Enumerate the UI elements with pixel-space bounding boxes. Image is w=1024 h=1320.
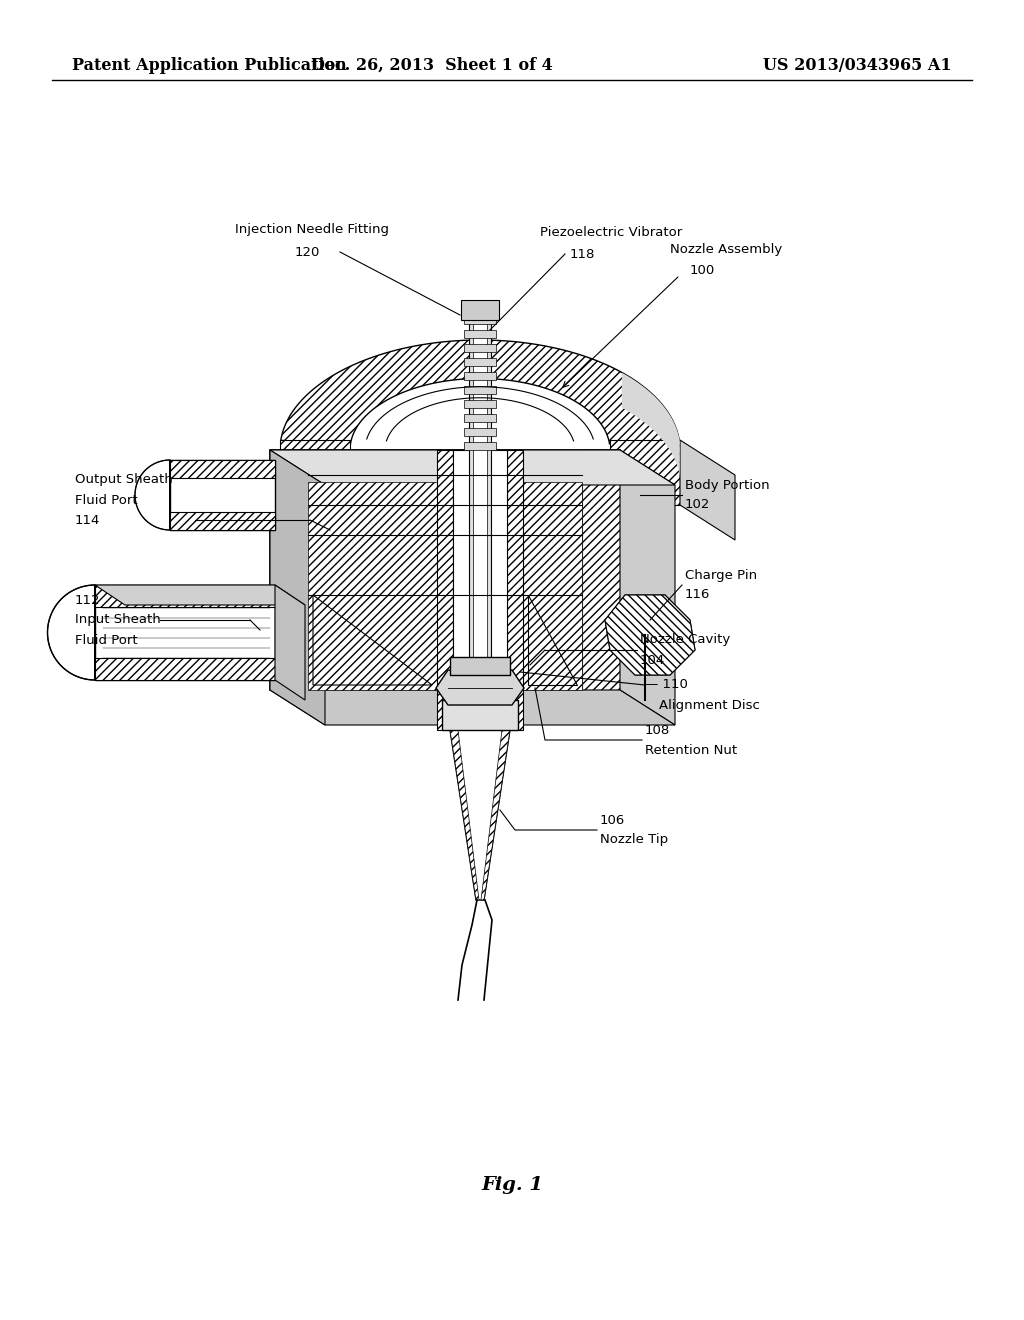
Polygon shape	[469, 310, 490, 700]
Text: 104: 104	[640, 653, 666, 667]
Polygon shape	[437, 450, 453, 730]
Text: — 110: — 110	[645, 678, 688, 692]
Text: Body Portion: Body Portion	[685, 479, 770, 491]
Polygon shape	[473, 310, 487, 700]
Polygon shape	[453, 450, 507, 730]
Text: Nozzle Tip: Nozzle Tip	[600, 833, 668, 846]
Polygon shape	[481, 730, 510, 900]
Polygon shape	[464, 330, 496, 338]
Text: 116: 116	[685, 589, 711, 602]
Text: 102: 102	[685, 499, 711, 511]
Text: Patent Application Publication: Patent Application Publication	[72, 57, 347, 74]
Polygon shape	[95, 585, 275, 607]
Polygon shape	[464, 385, 496, 393]
Polygon shape	[281, 341, 679, 444]
Polygon shape	[95, 585, 305, 605]
Polygon shape	[450, 657, 510, 675]
Text: Nozzle Assembly: Nozzle Assembly	[670, 243, 782, 256]
Polygon shape	[270, 450, 325, 725]
Polygon shape	[95, 585, 275, 680]
Polygon shape	[450, 730, 479, 900]
Polygon shape	[680, 440, 735, 540]
Polygon shape	[464, 315, 496, 323]
Polygon shape	[450, 730, 510, 900]
Polygon shape	[270, 450, 308, 690]
Polygon shape	[170, 459, 275, 478]
Text: Fig. 1: Fig. 1	[481, 1176, 543, 1195]
Polygon shape	[47, 585, 95, 680]
Polygon shape	[436, 671, 524, 705]
Text: Retention Nut: Retention Nut	[645, 743, 737, 756]
Polygon shape	[270, 450, 620, 482]
Text: 100: 100	[690, 264, 715, 276]
Polygon shape	[95, 657, 275, 680]
Text: Fluid Port: Fluid Port	[75, 634, 137, 647]
Polygon shape	[464, 358, 496, 366]
Polygon shape	[313, 595, 432, 685]
Text: 120: 120	[295, 246, 321, 259]
Polygon shape	[275, 585, 305, 700]
Text: 118: 118	[570, 248, 595, 260]
Polygon shape	[170, 512, 275, 531]
Polygon shape	[464, 414, 496, 422]
Text: US 2013/0343965 A1: US 2013/0343965 A1	[763, 57, 952, 74]
Text: 114: 114	[75, 513, 100, 527]
Polygon shape	[464, 442, 496, 450]
Text: Dec. 26, 2013  Sheet 1 of 4: Dec. 26, 2013 Sheet 1 of 4	[311, 57, 553, 74]
Text: 112: 112	[75, 594, 100, 606]
Polygon shape	[605, 595, 695, 675]
Polygon shape	[582, 450, 620, 690]
Polygon shape	[442, 700, 518, 730]
Polygon shape	[170, 459, 275, 531]
Polygon shape	[270, 450, 620, 690]
Text: Input Sheath: Input Sheath	[75, 614, 161, 627]
Polygon shape	[308, 482, 582, 690]
Polygon shape	[464, 345, 496, 352]
Polygon shape	[270, 690, 675, 725]
Text: Charge Pin: Charge Pin	[685, 569, 757, 582]
Text: Nozzle Cavity: Nozzle Cavity	[640, 634, 730, 647]
Polygon shape	[605, 595, 695, 675]
Text: Piezoelectric Vibrator: Piezoelectric Vibrator	[540, 226, 682, 239]
Polygon shape	[135, 459, 170, 531]
Polygon shape	[620, 450, 675, 725]
Polygon shape	[528, 595, 577, 685]
Text: Injection Needle Fitting: Injection Needle Fitting	[234, 223, 389, 236]
Polygon shape	[461, 300, 499, 319]
Text: 106: 106	[600, 813, 626, 826]
Text: Alignment Disc: Alignment Disc	[659, 698, 760, 711]
Polygon shape	[270, 450, 675, 484]
Polygon shape	[464, 428, 496, 436]
Polygon shape	[464, 400, 496, 408]
Polygon shape	[464, 372, 496, 380]
Polygon shape	[610, 440, 680, 506]
Text: Fluid Port: Fluid Port	[75, 494, 137, 507]
Text: 108: 108	[645, 723, 671, 737]
Text: Output Sheath: Output Sheath	[75, 474, 173, 487]
Polygon shape	[507, 450, 523, 730]
Polygon shape	[280, 440, 350, 506]
